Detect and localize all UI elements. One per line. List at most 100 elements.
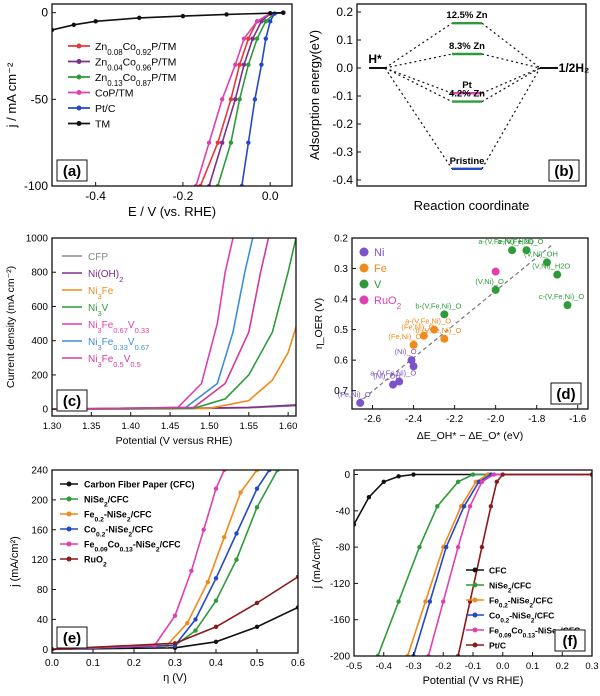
data-point <box>185 620 190 626</box>
y-tick-label: 0.6 <box>334 356 348 367</box>
energy-level-label: 8.3% Zn <box>449 41 485 52</box>
x-tick-label: 1.35 <box>82 421 101 432</box>
data-point <box>241 62 247 67</box>
legend-entry: Fe0.09Co0.13-NiSe2/CFC <box>84 540 181 554</box>
panel-label: (a) <box>63 163 81 180</box>
y-tick-label: -80 <box>336 543 351 554</box>
legend-marker <box>359 263 369 273</box>
y-axis-title: Adsorption energy(eV) <box>307 30 322 160</box>
y-tick-label: -160 <box>330 615 350 626</box>
panel-label-box <box>554 629 586 652</box>
point-label: c-(V,Fe,Ni)_O <box>539 292 585 301</box>
data-point <box>440 334 449 343</box>
panel-label: (e) <box>63 630 81 647</box>
energy-level-label: Pristine <box>450 156 485 167</box>
y-tick-label: 0 <box>344 470 350 481</box>
series-group <box>52 10 286 186</box>
x-tick-label: -0.2 <box>173 189 194 203</box>
data-point <box>411 472 416 477</box>
legend-marker <box>472 582 478 588</box>
legend-entry: RuO2 <box>84 555 107 569</box>
legend-marker <box>66 511 72 517</box>
panel-label-box <box>56 159 88 182</box>
data-point <box>215 140 221 145</box>
y-tick-label: -120 <box>330 579 350 590</box>
connector-line <box>384 67 453 103</box>
connector-line <box>384 22 453 69</box>
x-axis-title: E / V (vs. RHE) <box>128 204 216 219</box>
y-tick-label: 80 <box>37 585 49 596</box>
series-group <box>52 238 296 411</box>
legend-entry: Fe0.2-NiSe2/CFC <box>84 510 152 524</box>
data-point <box>396 474 401 479</box>
x-tick-label: -0.1 <box>465 661 481 672</box>
data-point <box>467 504 473 509</box>
panel-d: (Fe,Ni)_O(Ni)_OHa-(V,Fe,Ni)_O(Ni)_O(Fe,N… <box>313 234 589 442</box>
legend-entry: CoP/TM <box>95 88 134 100</box>
data-point <box>254 36 260 41</box>
data-point <box>246 140 251 145</box>
x-tick-label: 0.3 <box>168 658 182 669</box>
legend-entry: Pt/C <box>95 103 116 115</box>
connector-line <box>384 53 453 69</box>
data-point <box>180 13 186 19</box>
y-tick-label: 0.7 <box>334 386 348 397</box>
point-label: (V,Ni)_H2O <box>532 262 570 271</box>
data-point <box>508 246 517 255</box>
legend-entry: Zn0.13Co0.87P/TM <box>95 72 176 88</box>
y-tick-label: 0.2 <box>334 234 348 245</box>
panel-label: (c) <box>63 393 81 410</box>
data-point <box>189 568 194 574</box>
data-point <box>233 62 238 67</box>
data-point <box>396 599 401 604</box>
y-tick-label: 0 <box>42 405 48 416</box>
data-point <box>409 340 418 349</box>
x-tick-label: 0.2 <box>556 661 569 672</box>
data-point <box>553 270 562 279</box>
y-tick-label: 0.2 <box>336 5 353 19</box>
data-point <box>491 472 497 477</box>
x-tick-label: -2.0 <box>487 414 505 425</box>
legend-entry: Ni3Fe <box>88 286 114 301</box>
y-tick-label: 0 <box>41 6 48 20</box>
panel-c: 1.30 1.35 1.40 1.45 1.50 1.55 1.60 0 200 400 600 80… <box>5 234 297 448</box>
x-tick-label: 0.1 <box>86 658 100 669</box>
start-label: H* <box>368 52 382 66</box>
connector-line <box>384 67 453 170</box>
legend-marker <box>359 295 369 305</box>
legend-marker <box>472 567 478 573</box>
legend-entry: Ni3Fe0.67V0.33 <box>88 320 149 335</box>
x-tick-label: 0.4 <box>209 658 223 669</box>
legend-marker <box>472 612 478 618</box>
data-point <box>172 641 178 646</box>
x-tick-label: -0.5 <box>346 661 362 672</box>
legend-entry: TM <box>95 119 110 131</box>
panel-label: (d) <box>556 386 575 403</box>
data-point <box>234 557 239 562</box>
connector-line <box>481 67 541 94</box>
x-axis-title: η (V) <box>163 672 187 684</box>
legend-entry: Zn0.08Co0.92P/TM <box>95 41 176 57</box>
data-point <box>137 15 142 21</box>
x-tick-label: 1.60 <box>279 421 298 432</box>
x-tick-label: 0.0 <box>262 189 279 203</box>
y-tick-label: 0.4 <box>334 295 348 306</box>
x-tick-label: -0.4 <box>85 189 106 203</box>
legend-entry: Fe0.2-NiSe2/CFC <box>489 596 553 610</box>
connector-line <box>384 67 453 94</box>
data-point <box>479 544 485 550</box>
legend-entry: NiSe2/CFC <box>489 581 531 595</box>
panel-a: -0.4 -0.2 0.0 0 -50 -100 E / V (vs. RHE) j / mA… <box>4 3 293 219</box>
x-tick-label: 0.1 <box>526 661 539 672</box>
data-point <box>461 504 467 509</box>
panel-e: 0.0 0.1 0.2 0.3 0.4 0.5 0.6 0 40 80 120 160 200 240 η … <box>9 466 305 685</box>
panel-label-box <box>56 389 88 412</box>
data-point <box>71 22 77 27</box>
x-axis-title: Reaction coordinate <box>414 198 530 213</box>
y-tick-label: 1000 <box>26 234 49 245</box>
data-point <box>241 36 247 41</box>
y-tick-label: -0.3 <box>332 145 353 159</box>
legend-entry: Ni(OH)2 <box>88 269 123 284</box>
legend-entry: V <box>374 279 382 291</box>
